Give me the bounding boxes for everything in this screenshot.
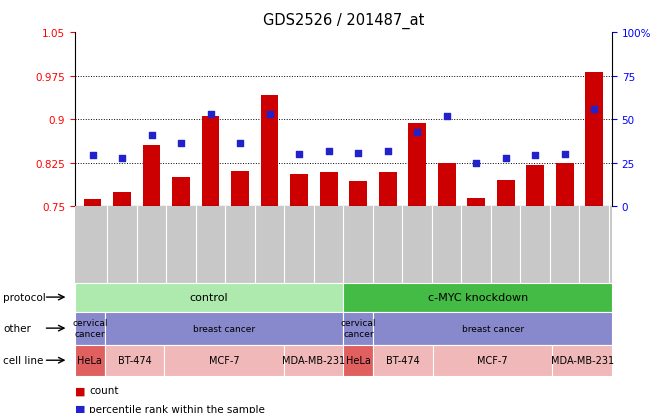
Text: c-MYC knockdown: c-MYC knockdown bbox=[428, 292, 528, 302]
Point bbox=[353, 150, 363, 157]
Bar bbox=[113, 192, 131, 206]
Point bbox=[412, 129, 422, 136]
Bar bbox=[202, 117, 219, 206]
Text: MCF-7: MCF-7 bbox=[477, 355, 508, 366]
Point bbox=[176, 141, 186, 147]
Point bbox=[264, 112, 275, 119]
Text: MCF-7: MCF-7 bbox=[209, 355, 240, 366]
Bar bbox=[379, 173, 396, 206]
Text: HeLa: HeLa bbox=[77, 355, 102, 366]
Point bbox=[559, 151, 570, 158]
Point bbox=[206, 112, 216, 119]
Text: other: other bbox=[3, 323, 31, 333]
Text: BT-474: BT-474 bbox=[118, 355, 152, 366]
Bar bbox=[231, 172, 249, 206]
Text: HeLa: HeLa bbox=[346, 355, 371, 366]
Point bbox=[294, 151, 305, 158]
Point bbox=[382, 148, 393, 155]
Text: protocol: protocol bbox=[3, 292, 46, 302]
Point bbox=[324, 148, 334, 155]
Text: cervical
cancer: cervical cancer bbox=[340, 319, 376, 338]
Text: cervical
cancer: cervical cancer bbox=[72, 319, 107, 338]
Text: breast cancer: breast cancer bbox=[193, 324, 255, 333]
Bar bbox=[290, 175, 308, 206]
Point bbox=[87, 152, 98, 159]
Point bbox=[530, 152, 540, 159]
Text: cell line: cell line bbox=[3, 355, 44, 366]
Text: ■: ■ bbox=[75, 385, 85, 395]
Text: GDS2526 / 201487_at: GDS2526 / 201487_at bbox=[263, 12, 424, 28]
Text: MDA-MB-231: MDA-MB-231 bbox=[551, 355, 614, 366]
Bar bbox=[84, 199, 102, 206]
Bar bbox=[497, 180, 514, 206]
Text: percentile rank within the sample: percentile rank within the sample bbox=[89, 404, 265, 413]
Bar bbox=[408, 124, 426, 206]
Text: control: control bbox=[190, 292, 229, 302]
Point bbox=[146, 133, 157, 139]
Bar bbox=[527, 166, 544, 206]
Point bbox=[471, 160, 481, 166]
Text: breast cancer: breast cancer bbox=[462, 324, 523, 333]
Bar bbox=[261, 95, 279, 206]
Point bbox=[117, 156, 128, 162]
Bar bbox=[320, 173, 337, 206]
Bar bbox=[143, 146, 160, 206]
Text: count: count bbox=[89, 385, 118, 395]
Text: BT-474: BT-474 bbox=[386, 355, 420, 366]
Bar bbox=[350, 182, 367, 206]
Point bbox=[501, 156, 511, 162]
Bar bbox=[467, 199, 485, 206]
Text: ■: ■ bbox=[75, 404, 85, 413]
Point bbox=[589, 106, 600, 113]
Bar bbox=[585, 72, 603, 206]
Bar bbox=[173, 178, 190, 206]
Point bbox=[235, 141, 245, 147]
Text: MDA-MB-231: MDA-MB-231 bbox=[282, 355, 345, 366]
Bar bbox=[556, 163, 574, 206]
Bar bbox=[438, 163, 456, 206]
Point bbox=[441, 114, 452, 120]
